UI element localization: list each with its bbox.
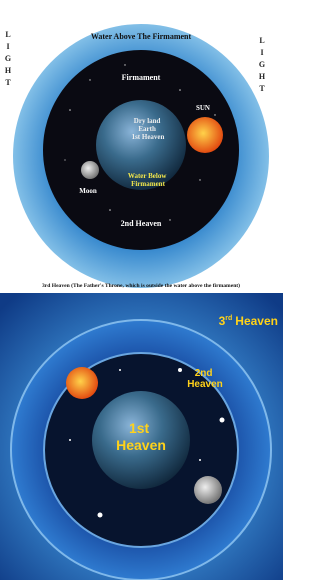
line: Earth	[138, 125, 156, 133]
line: 2nd	[195, 368, 213, 379]
second-heaven-label: 2nd Heaven	[121, 219, 162, 228]
light-label: LIGHT	[4, 30, 13, 90]
moon-label: Moon	[79, 187, 97, 195]
line: 1st	[129, 420, 150, 436]
line: Dry land	[134, 117, 161, 125]
moon	[81, 161, 99, 179]
top-panel: LIGHT LIGHT Water Above The Firmament Fi…	[0, 0, 283, 292]
page: LIGHT LIGHT Water Above The Firmament Fi…	[0, 0, 283, 580]
sun	[187, 117, 223, 153]
sun	[66, 367, 98, 399]
sun-label: SUN	[196, 104, 210, 112]
suffix: rd	[225, 315, 232, 322]
water-below-label: Water Below Firmament	[128, 172, 168, 188]
line: 1st Heaven	[132, 133, 165, 141]
line: Firmament	[131, 180, 165, 188]
word: Heaven	[235, 314, 278, 328]
line: Water Below	[128, 172, 168, 180]
firmament-label: Firmament	[122, 73, 161, 82]
moon	[194, 476, 222, 504]
line: Heaven	[187, 379, 223, 390]
line: Heaven	[116, 437, 166, 453]
light-label: LIGHT	[258, 36, 267, 96]
water-above-label: Water Above The Firmament	[91, 32, 192, 41]
caption: 3rd Heaven (The Father's Throne, which i…	[42, 282, 240, 289]
